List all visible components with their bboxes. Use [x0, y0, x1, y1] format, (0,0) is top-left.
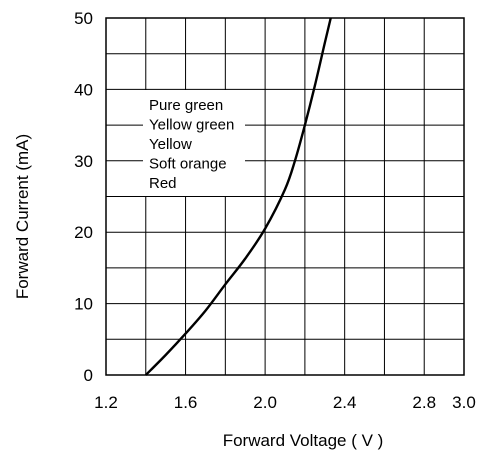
x-tick-label: 1.2: [94, 393, 118, 412]
legend-entry: Yellow green: [149, 117, 234, 134]
x-tick-label: 2.0: [253, 393, 277, 412]
legend-entry: Soft orange: [149, 156, 227, 173]
x-tick-label: 3.0: [452, 393, 476, 412]
y-tick-labels: 0 10 20 30 40 50: [74, 9, 93, 385]
y-tick-label: 20: [74, 223, 93, 242]
legend-entry: Yellow: [149, 136, 192, 153]
y-axis-label: Forward Current (mA): [13, 134, 32, 299]
plot-frame: [105, 17, 465, 376]
y-tick-label: 10: [74, 295, 93, 314]
y-tick-label: 30: [74, 152, 93, 171]
y-tick-label: 0: [84, 366, 93, 385]
legend: Pure green Yellow green Yellow Soft orange R…: [143, 90, 245, 196]
y-tick-label: 50: [74, 9, 93, 28]
series-layer: [144, 17, 332, 376]
x-tick-label: 1.6: [174, 393, 198, 412]
legend-entry: Red: [149, 175, 177, 192]
legend-box: [143, 90, 245, 196]
grid-lines: [105, 17, 465, 376]
x-tick-label: 2.8: [412, 393, 436, 412]
x-tick-label: 2.4: [333, 393, 357, 412]
legend-entry: Pure green: [149, 97, 223, 114]
x-tick-labels: 1.2 1.6 2.0 2.4 2.8 3.0: [94, 393, 476, 412]
y-tick-label: 40: [74, 80, 93, 99]
x-axis-label: Forward Voltage ( V ): [223, 431, 384, 450]
series-line-0: [144, 17, 332, 376]
